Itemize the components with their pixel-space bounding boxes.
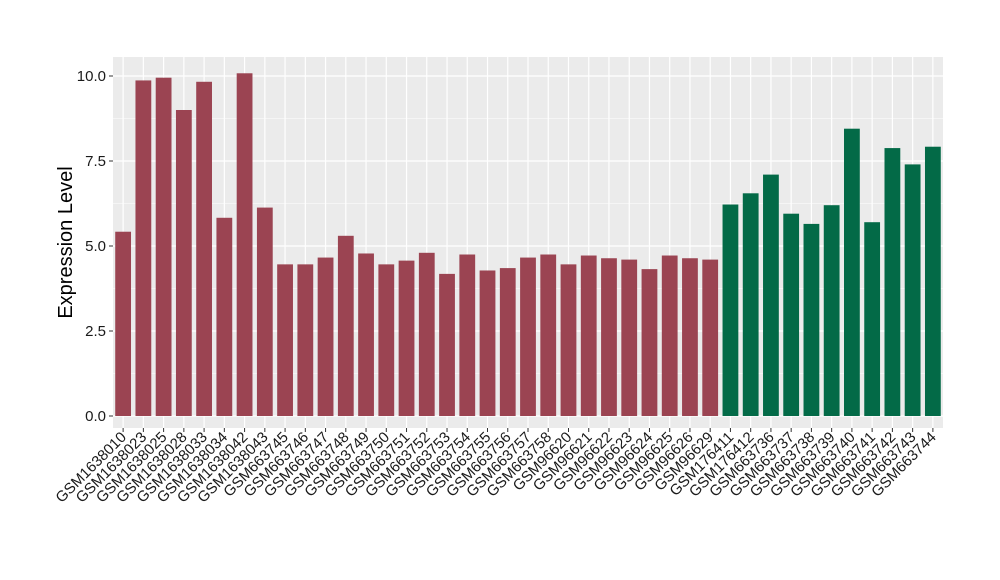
bar-GSM663749 [358,253,374,416]
bar-GSM663756 [499,268,516,416]
bar-GSM663748 [337,235,354,416]
bar-GSM663736 [763,174,779,416]
bar-GSM663755 [479,270,496,416]
bar-GSM663738 [803,223,820,416]
bar-GSM663744 [924,146,941,416]
y-axis: 0.0 2.5 5.0 7.5 10.0 [77,68,113,425]
bar-GSM663757 [520,257,536,416]
bar-GSM663751 [398,260,415,416]
bar-GSM663741 [864,222,881,416]
bar-GSM663742 [884,148,901,416]
bar-GSM96621 [580,255,597,416]
bar-GSM96626 [682,258,698,416]
bar-GSM176411 [722,204,739,416]
bar-GSM1638025 [155,77,172,416]
y-tick-label: 10.0 [77,68,106,85]
bar-GSM1638023 [135,80,152,417]
bar-GSM1638042 [236,73,253,416]
bar-GSM1638033 [196,81,212,416]
bar-GSM1638043 [256,207,273,416]
bar-GSM663752 [418,252,435,416]
bar-GSM96620 [560,264,577,416]
y-axis-title: Expression Level [55,166,77,318]
bar-GSM663739 [823,205,840,416]
bar-GSM663745 [277,264,293,416]
bar-GSM96624 [641,269,658,416]
y-tick-label: 2.5 [85,323,106,340]
bar-GSM663750 [378,264,395,416]
y-tick-label: 7.5 [85,153,106,170]
y-tick-label: 5.0 [85,238,106,255]
bar-GSM663747 [317,257,334,416]
bar-GSM96623 [621,259,638,416]
bar-GSM176412 [742,193,759,416]
bar-GSM663753 [439,273,455,416]
bars [115,73,941,417]
bar-GSM663740 [844,128,860,416]
x-axis: GSM1638010GSM1638023GSM1638025GSM1638028… [52,428,940,506]
bar-GSM663737 [783,213,800,416]
bar-GSM96622 [601,258,617,416]
bar-GSM663758 [540,254,557,416]
bar-GSM663746 [297,264,314,416]
bar-GSM1638010 [115,231,132,416]
bar-GSM1638034 [216,217,233,416]
bar-GSM96625 [661,255,678,416]
bar-GSM663754 [459,254,476,416]
bar-GSM96629 [702,259,719,416]
y-tick-label: 0.0 [85,408,106,425]
bar-GSM1638028 [175,110,192,416]
bar-GSM663743 [904,164,921,416]
